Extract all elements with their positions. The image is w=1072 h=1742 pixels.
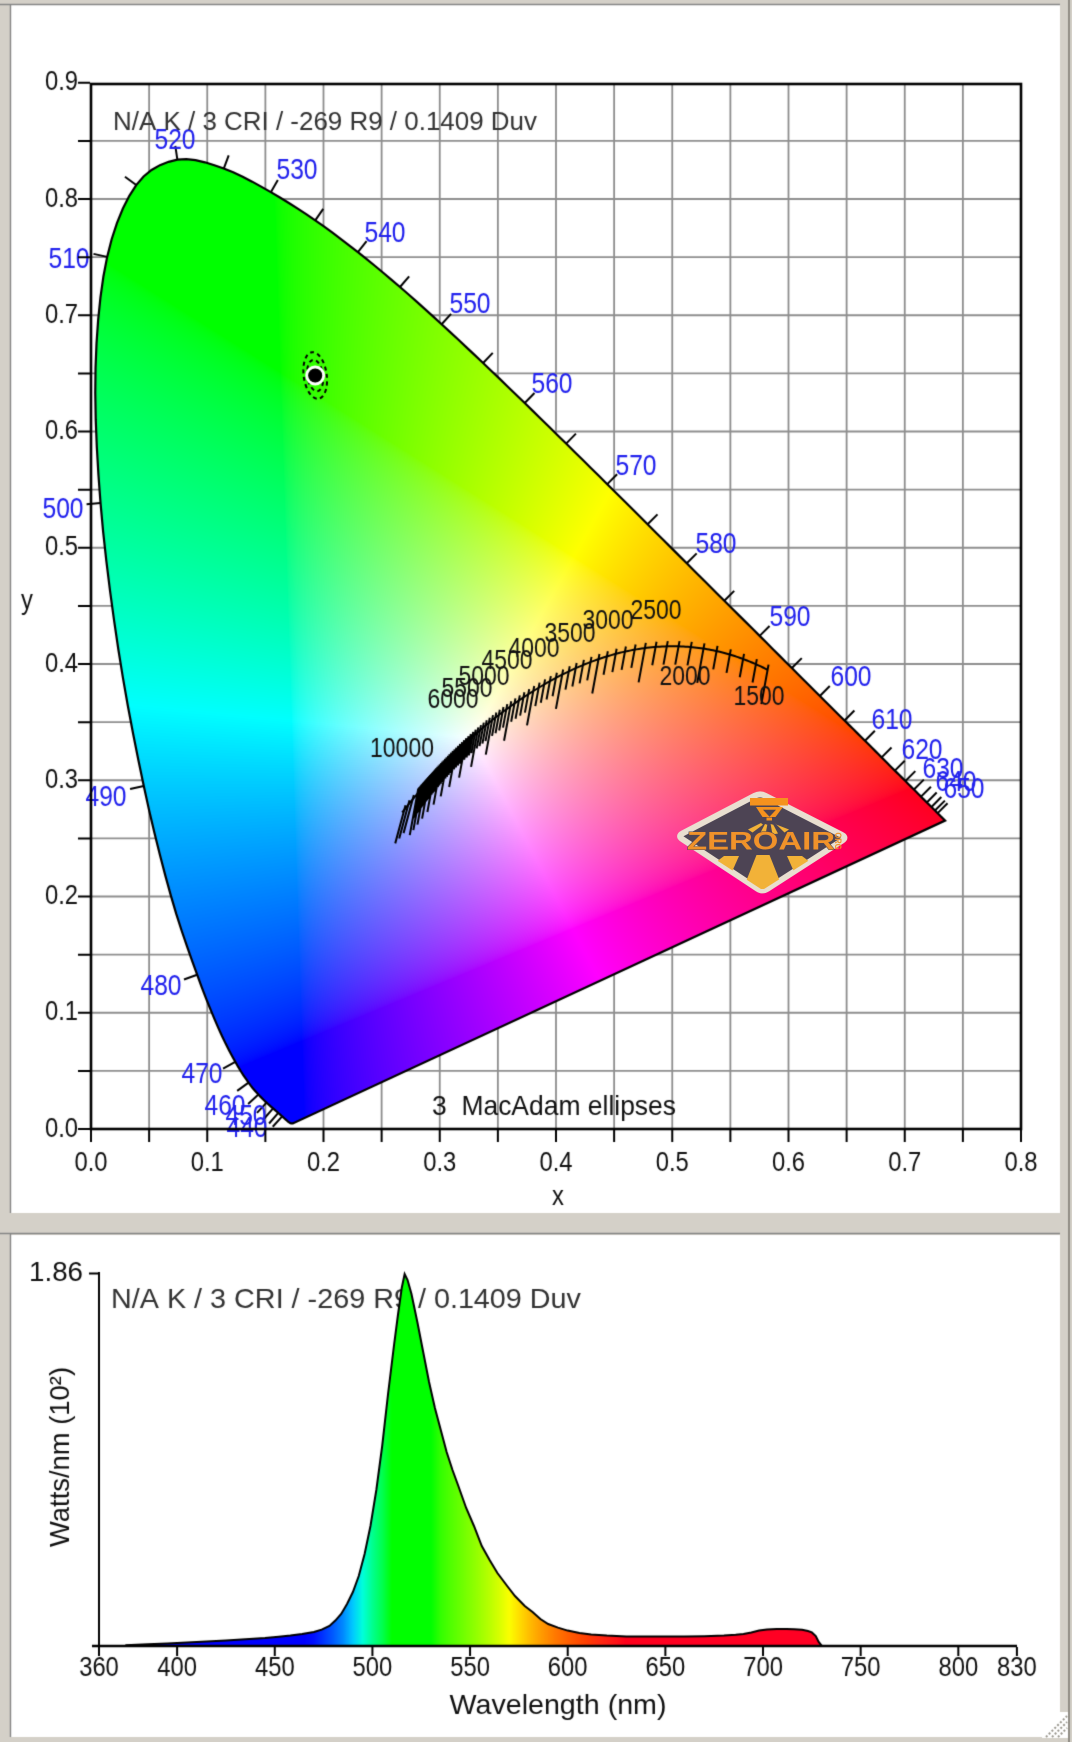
svg-text:ORG: ORG <box>832 833 843 850</box>
svg-text:ZEROAIR: ZEROAIR <box>687 828 835 856</box>
